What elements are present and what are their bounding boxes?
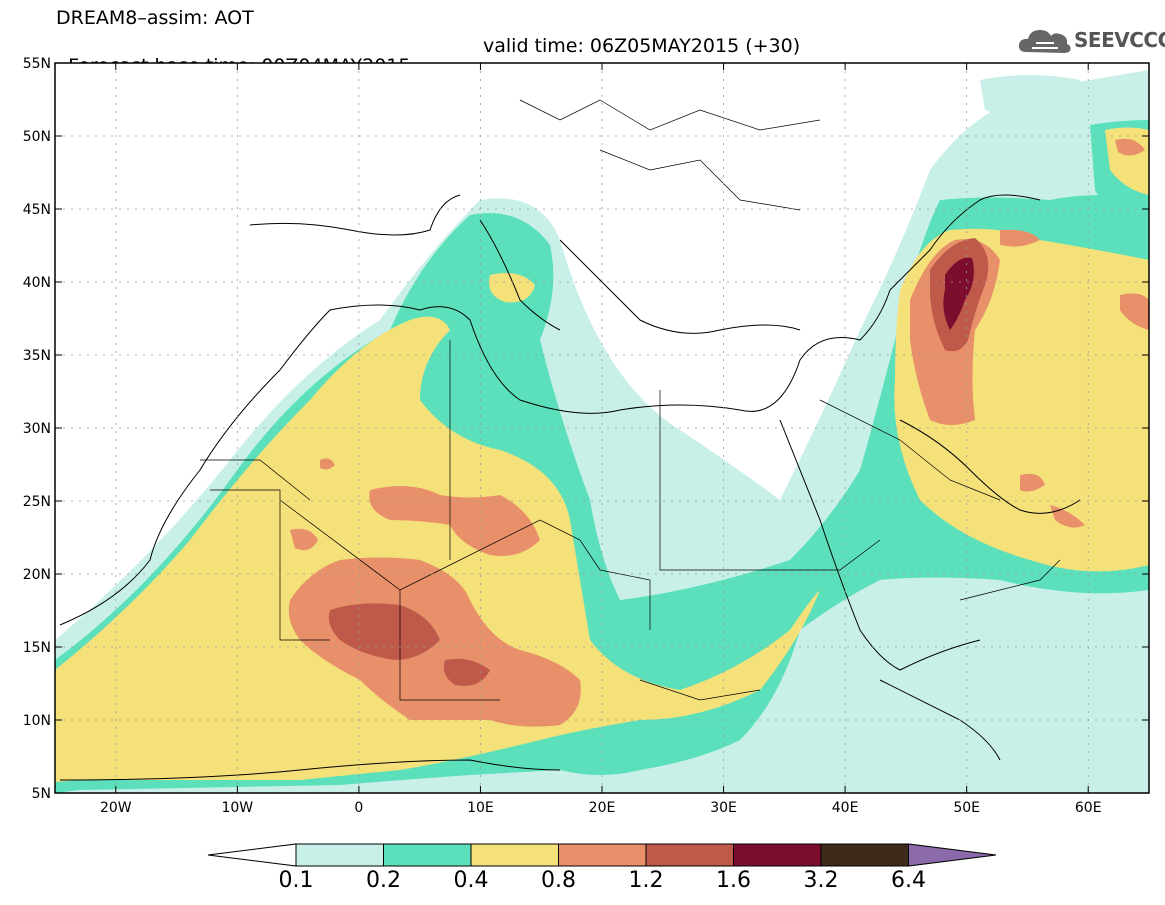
colorbar-label: 1.6 [716, 868, 751, 893]
lat-label: 20N [23, 567, 51, 583]
colorbar-over-arrow [908, 843, 997, 867]
lat-label: 50N [23, 129, 51, 145]
colorbar-segment [383, 843, 472, 867]
colorbar-segment [470, 843, 559, 867]
colorbar-label: 6.4 [891, 868, 926, 893]
lon-label: 10E [467, 800, 494, 816]
latitude-labels: 55N 50N 45N 40N 35N 30N 25N 20N 15N 10N 5N [23, 56, 51, 802]
lat-label: 35N [23, 348, 51, 364]
colorbar-label: 0.8 [541, 868, 576, 893]
lon-label: 0 [354, 800, 363, 816]
lon-label: 50E [953, 800, 980, 816]
lat-label: 30N [23, 421, 51, 437]
country-borders [200, 99, 1061, 701]
colorbar-label: 3.2 [803, 868, 839, 893]
colorbar-segment [645, 843, 734, 867]
logo-text: SEEVCCC [1074, 28, 1165, 52]
lon-label: 20E [589, 800, 616, 816]
valid-time: valid time: 06Z05MAY2015 (+30) [483, 35, 801, 57]
graticule [55, 63, 1149, 793]
lat-label: 10N [23, 713, 51, 729]
lat-label: 5N [32, 786, 51, 802]
seevccc-logo: SEEVCCC [1018, 24, 1165, 56]
lat-label: 40N [23, 275, 51, 291]
colorbar [207, 843, 997, 867]
axis-ticks [55, 62, 1149, 794]
lon-label: 60E [1075, 800, 1102, 816]
lon-label: 10W [221, 800, 253, 816]
colorbar-label: 0.1 [278, 868, 314, 893]
colorbar-segment [558, 843, 647, 867]
map-title: DREAM8–assim: AOT [56, 7, 254, 29]
colorbar-under-arrow [207, 843, 297, 867]
colorbar-label: 0.4 [453, 868, 489, 893]
coastlines [59, 194, 1081, 781]
colorbar-label: 1.2 [628, 868, 664, 893]
lat-label: 15N [23, 640, 51, 656]
lon-label: 40E [832, 800, 859, 816]
lon-label: 30E [710, 800, 737, 816]
lat-label: 25N [23, 494, 51, 510]
colorbar-segment [733, 843, 822, 867]
lat-label: 55N [23, 56, 51, 72]
cloud-icon [1018, 30, 1071, 53]
longitude-labels: 20W 10W 0 10E 20E 30E 40E 50E 60E [100, 800, 1102, 816]
colorbar-segment [295, 843, 384, 867]
lon-label: 20W [100, 800, 132, 816]
colorbar-label: 0.2 [366, 868, 401, 893]
lat-label: 45N [23, 202, 51, 218]
colorbar-segment [820, 843, 909, 867]
